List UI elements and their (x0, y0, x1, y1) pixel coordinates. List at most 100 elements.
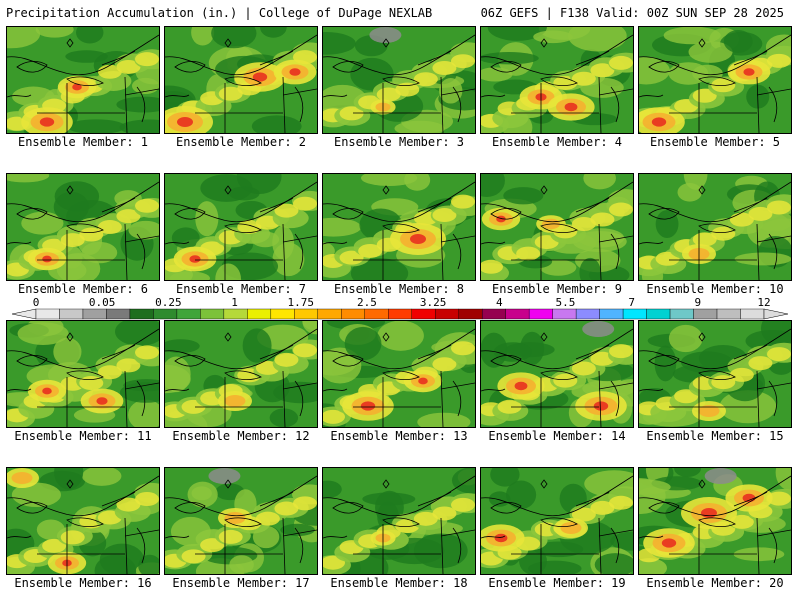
member-label: Ensemble Member: 14 (488, 429, 626, 443)
member-label: Ensemble Member: 7 (175, 282, 307, 296)
member-label: Ensemble Member: 6 (17, 282, 149, 296)
colorbar-bin (716, 308, 741, 320)
colorbar-bin (223, 308, 248, 320)
precip-map (481, 321, 633, 427)
member-map (164, 320, 318, 428)
precip-map (165, 468, 317, 574)
colorbar-bin (82, 308, 107, 320)
precip-map (639, 27, 791, 133)
precip-map (7, 174, 159, 280)
colorbar-bin (481, 308, 506, 320)
member-map (638, 26, 792, 134)
colorbar-tick-label: 0.25 (155, 296, 182, 309)
colorbar-tick-label: 1 (231, 296, 238, 309)
precip-map (481, 468, 633, 574)
colorbar-bin (341, 308, 365, 320)
precip-map (165, 174, 317, 280)
colorbar-bin (294, 308, 319, 320)
member-map (164, 26, 318, 134)
member-map (480, 26, 634, 134)
colorbar-bin (129, 308, 154, 320)
member-map (322, 26, 476, 134)
colorbar-tick-label: 9 (694, 296, 702, 309)
colorbar-tick-label: 1.75 (287, 296, 314, 309)
precip-map (323, 27, 475, 133)
precip-map (7, 27, 159, 133)
member-map (480, 467, 634, 575)
member-map (164, 173, 318, 281)
member-label: Ensemble Member: 13 (330, 429, 468, 443)
colorbar-bin (59, 308, 84, 320)
member-map (480, 320, 634, 428)
precip-map (165, 321, 317, 427)
colorbar-bin (599, 308, 624, 320)
member-map (6, 467, 160, 575)
colorbar-tick-label: 2.5 (356, 296, 377, 309)
member-label: Ensemble Member: 3 (333, 135, 465, 149)
title-right: 06Z GEFS | F138 Valid: 00Z SUN SEP 28 20… (480, 6, 784, 20)
colorbar-bin (740, 308, 765, 320)
member-label: Ensemble Member: 12 (172, 429, 310, 443)
member-label: Ensemble Member: 10 (646, 282, 784, 296)
member-label: Ensemble Member: 11 (14, 429, 152, 443)
colorbar-tick-label: 3.25 (419, 296, 447, 309)
member-map (322, 320, 476, 428)
precip-map (323, 468, 475, 574)
colorbar-bin (364, 308, 389, 320)
member-map (6, 26, 160, 134)
member-label: Ensemble Member: 18 (330, 576, 468, 590)
precip-map (639, 468, 791, 574)
precip-map (323, 321, 475, 427)
colorbar-scale (11, 308, 789, 320)
precip-map (639, 321, 791, 427)
colorbar-bin (458, 308, 483, 320)
member-label: Ensemble Member: 17 (172, 576, 310, 590)
colorbar-bin (411, 308, 436, 320)
colorbar-bin (693, 308, 718, 320)
colorbar-min-arrow (11, 308, 37, 320)
member-label: Ensemble Member: 5 (649, 135, 781, 149)
colorbar-tick-label: 0.05 (88, 296, 116, 309)
member-label: Ensemble Member: 4 (491, 135, 623, 149)
colorbar-bin (435, 308, 459, 320)
colorbar-bin (317, 308, 342, 320)
precip-map (165, 27, 317, 133)
precip-map (481, 27, 633, 133)
colorbar-bin (35, 308, 60, 320)
member-map (638, 320, 792, 428)
colorbar-bin (528, 308, 553, 320)
member-label: Ensemble Member: 1 (17, 135, 149, 149)
member-label: Ensemble Member: 20 (646, 576, 784, 590)
colorbar-bin (622, 308, 647, 320)
member-label: Ensemble Member: 19 (488, 576, 626, 590)
member-map (638, 173, 792, 281)
colorbar-bin (176, 308, 201, 320)
colorbar-bin (575, 308, 600, 320)
precip-map (7, 468, 159, 574)
member-label: Ensemble Member: 8 (333, 282, 465, 296)
precip-map (639, 174, 791, 280)
colorbar-bin (646, 308, 671, 320)
colorbar-bin (552, 308, 577, 320)
colorbar-max-arrow (763, 308, 789, 320)
colorbar-tick-label: 7 (628, 296, 635, 309)
member-label: Ensemble Member: 9 (491, 282, 623, 296)
title-left: Precipitation Accumulation (in.) | Colle… (6, 6, 433, 20)
member-map (322, 173, 476, 281)
precip-map (7, 321, 159, 427)
precip-map (323, 174, 475, 280)
colorbar-bin (106, 308, 131, 320)
member-map (322, 467, 476, 575)
colorbar-bin (388, 308, 412, 320)
member-map (480, 173, 634, 281)
colorbar-bin (669, 308, 694, 320)
colorbar-bin (270, 308, 295, 320)
member-map (638, 467, 792, 575)
member-label: Ensemble Member: 16 (14, 576, 152, 590)
colorbar-bin (505, 308, 530, 320)
colorbar-tick-label: 4 (495, 296, 503, 309)
member-map (164, 467, 318, 575)
colorbar-tick-label: 5.5 (555, 296, 576, 309)
colorbar-bin (153, 308, 178, 320)
member-label: Ensemble Member: 2 (175, 135, 307, 149)
